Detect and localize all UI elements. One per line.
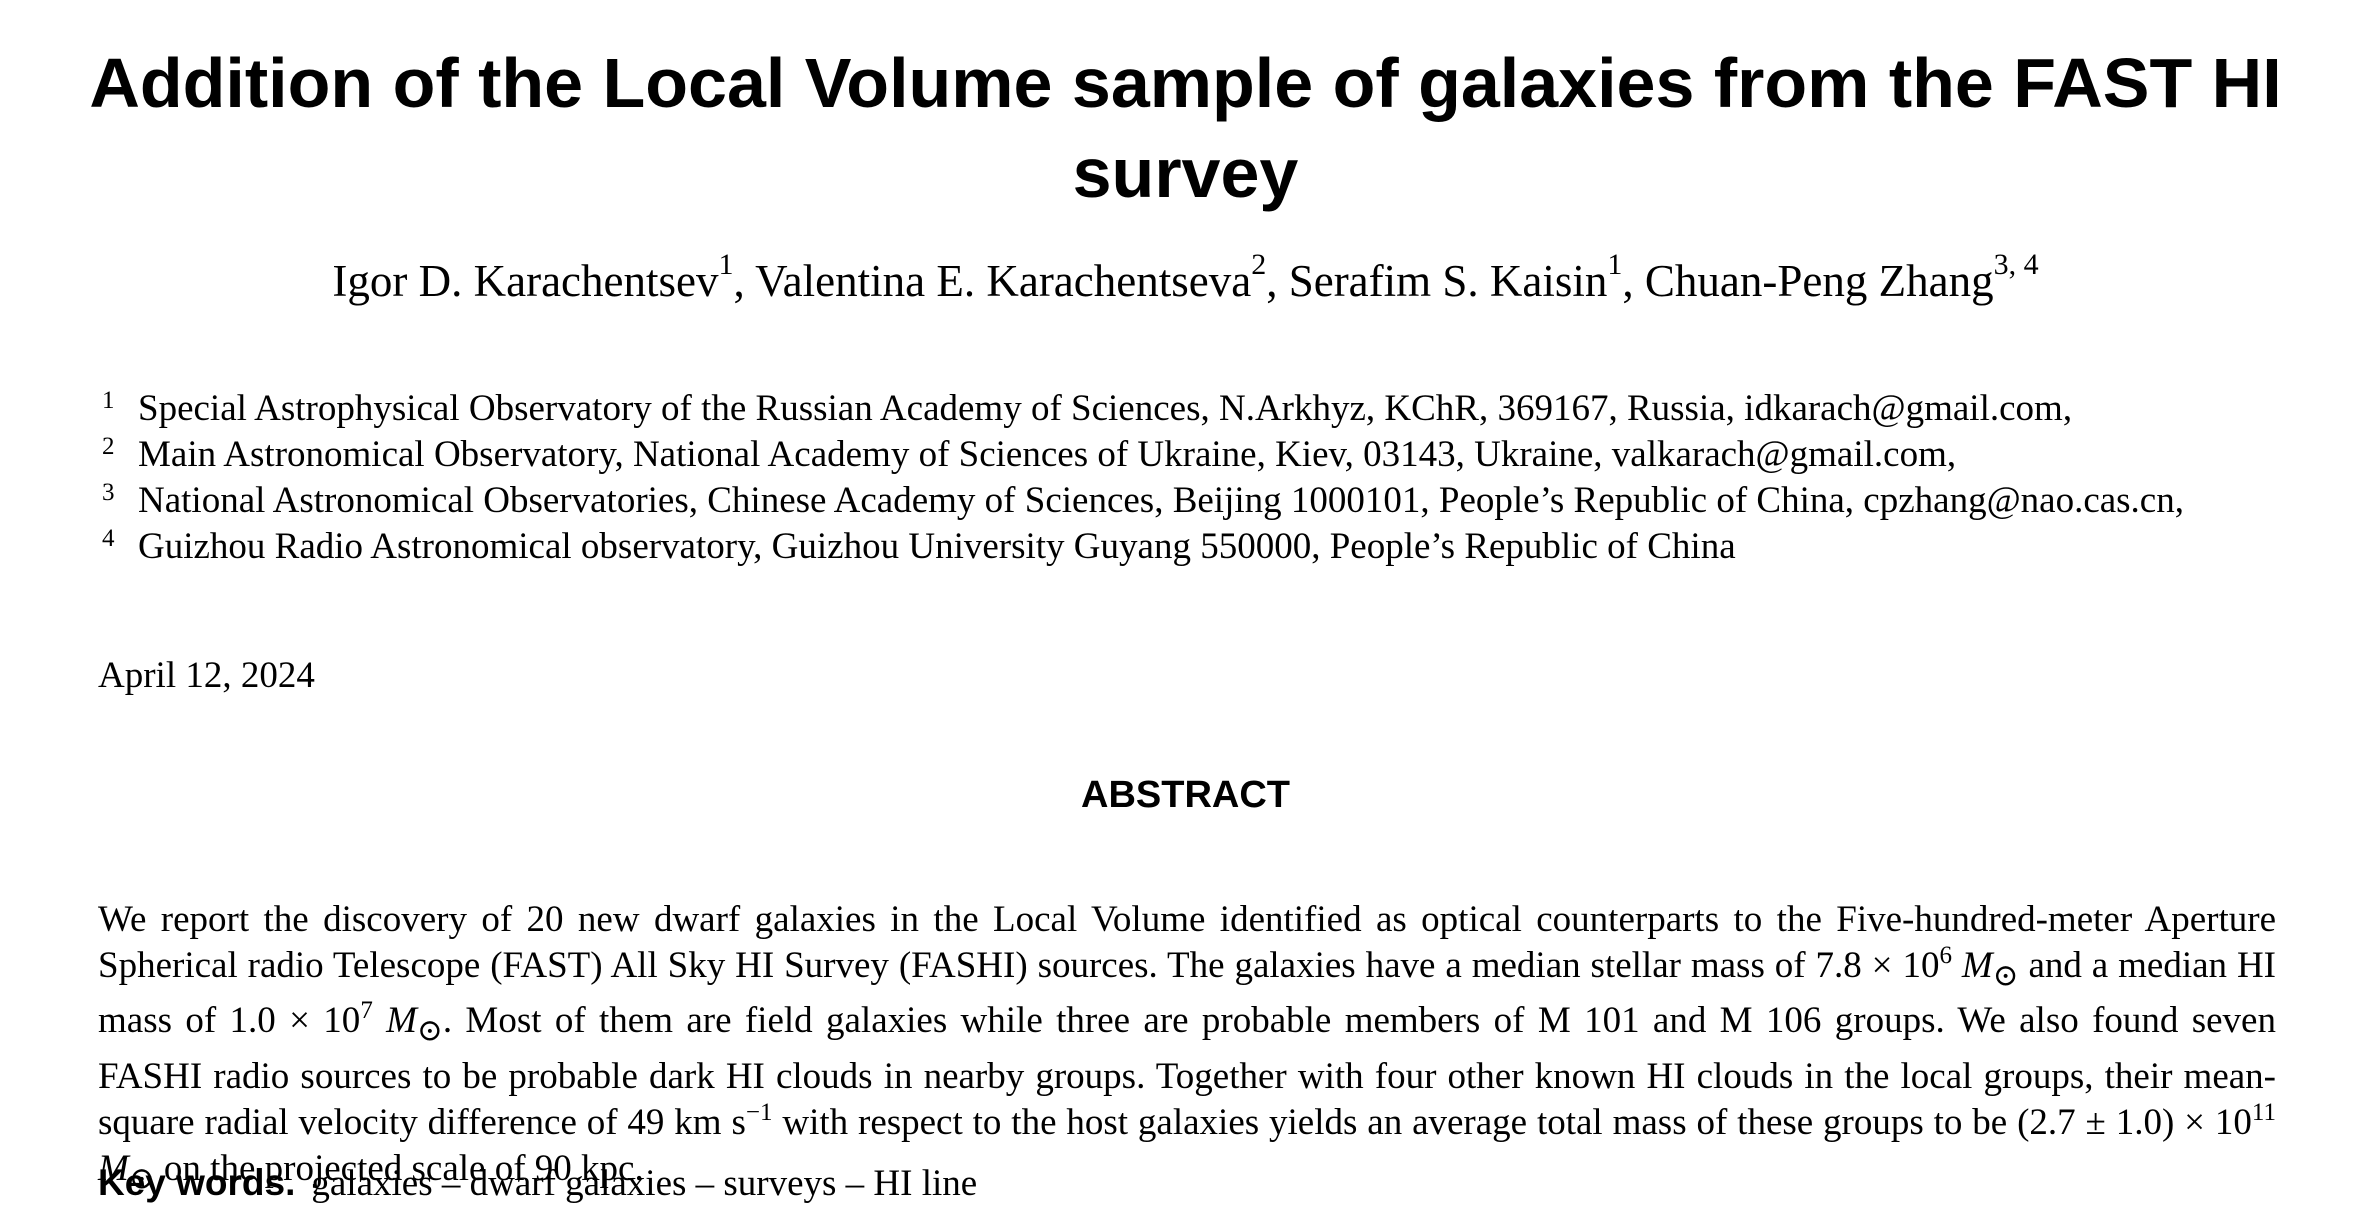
affiliation-item: 2 Main Astronomical Observatory, Nationa… xyxy=(98,432,2276,478)
keywords-label: Key words. xyxy=(98,1162,296,1203)
author: Igor D. Karachentsev1, xyxy=(332,248,756,307)
abstract-heading: ABSTRACT xyxy=(1081,774,1290,816)
affiliation-list: 1 Special Astrophysical Observatory of t… xyxy=(98,386,2276,570)
affiliation-item: 4 Guizhou Radio Astronomical observatory… xyxy=(98,524,2276,570)
author-list: Igor D. Karachentsev1, Valentina E. Kara… xyxy=(0,248,2371,309)
affiliation-number: 2 xyxy=(102,433,115,460)
abstract-text: We report the discovery of 20 new dwarf … xyxy=(98,899,2277,1196)
publication-date: April 12, 2024 xyxy=(98,655,315,696)
affiliation-number: 4 xyxy=(102,525,115,552)
keywords: Key words. galaxies – dwarf galaxies – su… xyxy=(98,1160,977,1207)
author-affiliation-mark: 1 xyxy=(718,248,734,281)
author: Serafim S. Kaisin1, xyxy=(1288,248,1645,307)
affiliation-item: 3 National Astronomical Observatories, C… xyxy=(98,478,2276,524)
paper-title: Addition of the Local Volume sample of g… xyxy=(89,44,2282,212)
affiliation-number: 3 xyxy=(102,479,115,506)
affiliation-number: 1 xyxy=(102,387,115,414)
author-affiliation-mark: 2 xyxy=(1251,248,1267,281)
affiliation-text: Special Astrophysical Observatory of the… xyxy=(138,388,2073,429)
affiliation-text: Main Astronomical Observatory, National … xyxy=(138,434,1957,475)
author-affiliation-mark: 1 xyxy=(1607,248,1623,281)
author: Valentina E. Karachentseva2, xyxy=(755,248,1289,307)
author-affiliation-mark: 3, 4 xyxy=(1993,248,2039,281)
affiliation-text: National Astronomical Observatories, Chi… xyxy=(138,480,2184,521)
affiliation-item: 1 Special Astrophysical Observatory of t… xyxy=(98,386,2276,432)
affiliation-text: Guizhou Radio Astronomical observatory, … xyxy=(138,526,1736,567)
author: Chuan-Peng Zhang3, 4 xyxy=(1644,248,2039,307)
keywords-text: galaxies – dwarf galaxies – surveys – HI… xyxy=(311,1163,978,1204)
